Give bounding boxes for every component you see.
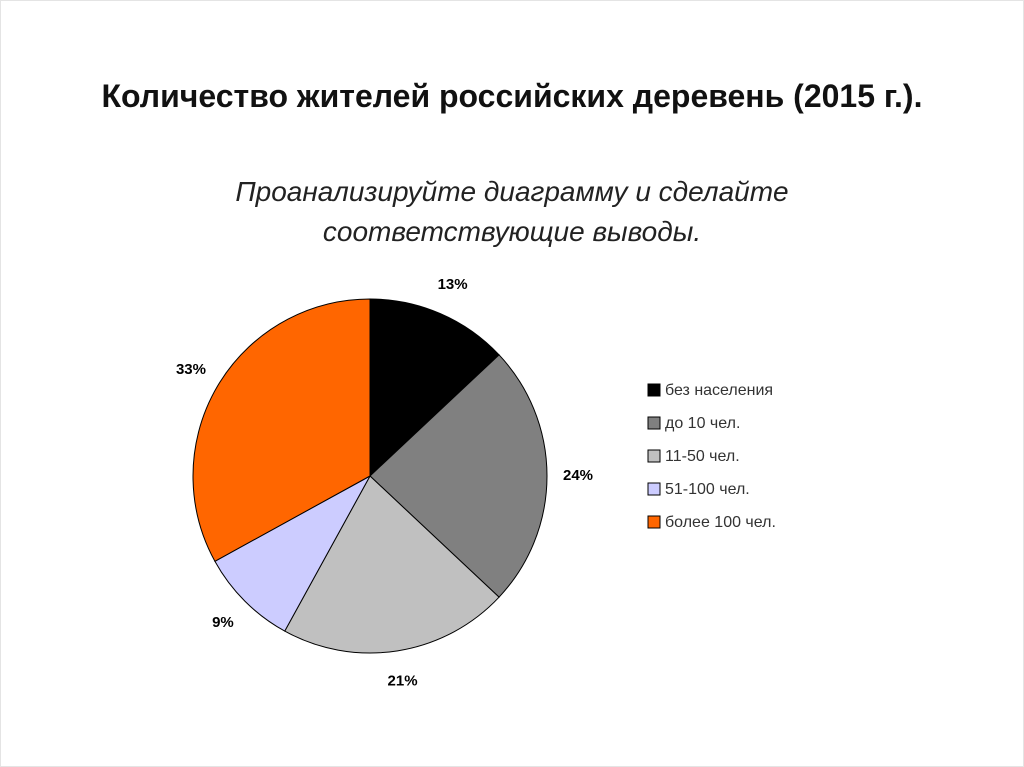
subtitle-line: соответствующие выводы. <box>322 216 702 247</box>
legend-label: до 10 чел. <box>665 415 740 432</box>
subtitle-line: Проанализируйте диаграмму и сделайте <box>235 176 789 207</box>
data-label: 9% <box>212 614 234 631</box>
pie-slice <box>214 474 372 632</box>
chart-title: Количество жителей российских деревень (… <box>101 78 923 114</box>
data-label: 24% <box>563 467 593 484</box>
data-label: 21% <box>388 672 418 689</box>
legend-swatch <box>647 416 661 430</box>
legend-label: более 100 чел. <box>665 514 776 531</box>
legend-label: без населения <box>665 382 773 399</box>
legend-swatch <box>647 449 661 463</box>
pie-slice <box>369 298 500 478</box>
pie-slice <box>192 298 371 562</box>
pie-slice <box>369 354 548 598</box>
legend-label: 11-50 чел. <box>665 448 740 465</box>
legend-swatch <box>647 383 661 397</box>
legend-swatch <box>647 482 661 496</box>
chart-subtitle: Проанализируйте диаграмму и сделайте соо… <box>0 172 1024 252</box>
legend-label: 51-100 чел. <box>665 481 750 498</box>
pie-slice <box>284 475 500 654</box>
legend-swatch <box>647 515 661 529</box>
data-label: 33% <box>176 361 206 378</box>
data-label: 13% <box>438 276 468 293</box>
